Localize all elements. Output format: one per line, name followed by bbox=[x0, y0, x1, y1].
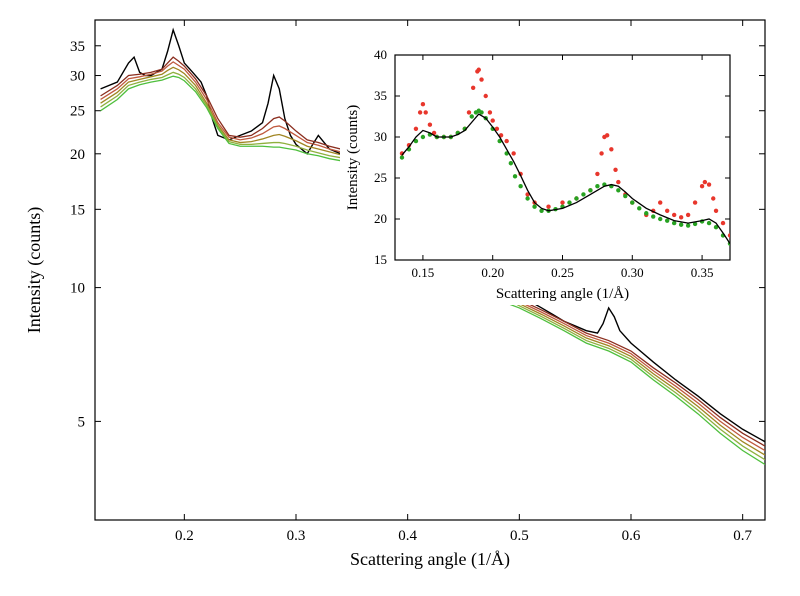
svg-text:40: 40 bbox=[374, 47, 387, 62]
svg-text:0.15: 0.15 bbox=[412, 265, 435, 280]
svg-text:25: 25 bbox=[70, 104, 85, 120]
svg-text:35: 35 bbox=[374, 88, 387, 103]
svg-text:0.30: 0.30 bbox=[621, 265, 644, 280]
svg-text:0.2: 0.2 bbox=[175, 528, 194, 544]
svg-text:0.7: 0.7 bbox=[733, 528, 752, 544]
main-xlabel: Scattering angle (1/Å) bbox=[350, 549, 510, 570]
svg-text:35: 35 bbox=[70, 39, 85, 55]
chart-container: 0.2 0.3 0.4 0.5 0.6 0.7 5 10 15 20 25 30 35 Scatterin… bbox=[0, 0, 800, 596]
svg-text:15: 15 bbox=[374, 252, 387, 267]
svg-text:25: 25 bbox=[374, 170, 387, 185]
svg-text:15: 15 bbox=[70, 202, 85, 218]
svg-text:10: 10 bbox=[70, 281, 85, 297]
svg-text:0.20: 0.20 bbox=[481, 265, 504, 280]
svg-text:0.4: 0.4 bbox=[398, 528, 417, 544]
svg-text:30: 30 bbox=[374, 129, 387, 144]
svg-text:0.35: 0.35 bbox=[691, 265, 714, 280]
svg-text:5: 5 bbox=[78, 414, 86, 430]
svg-text:0.3: 0.3 bbox=[287, 528, 306, 544]
svg-text:0.5: 0.5 bbox=[510, 528, 529, 544]
svg-text:20: 20 bbox=[70, 147, 85, 163]
svg-text:30: 30 bbox=[70, 69, 85, 85]
chart-svg: 0.2 0.3 0.4 0.5 0.6 0.7 5 10 15 20 25 30 35 Scatterin… bbox=[0, 0, 800, 596]
inset-ylabel: Intensity (counts) bbox=[345, 105, 361, 210]
svg-text:0.6: 0.6 bbox=[622, 528, 641, 544]
inset-xlabel: Scattering angle (1/Å) bbox=[496, 286, 629, 302]
svg-text:0.25: 0.25 bbox=[551, 265, 574, 280]
svg-text:20: 20 bbox=[374, 211, 387, 226]
main-ylabel: Intensity (counts) bbox=[24, 207, 45, 333]
inset-plot-frame bbox=[395, 55, 730, 260]
